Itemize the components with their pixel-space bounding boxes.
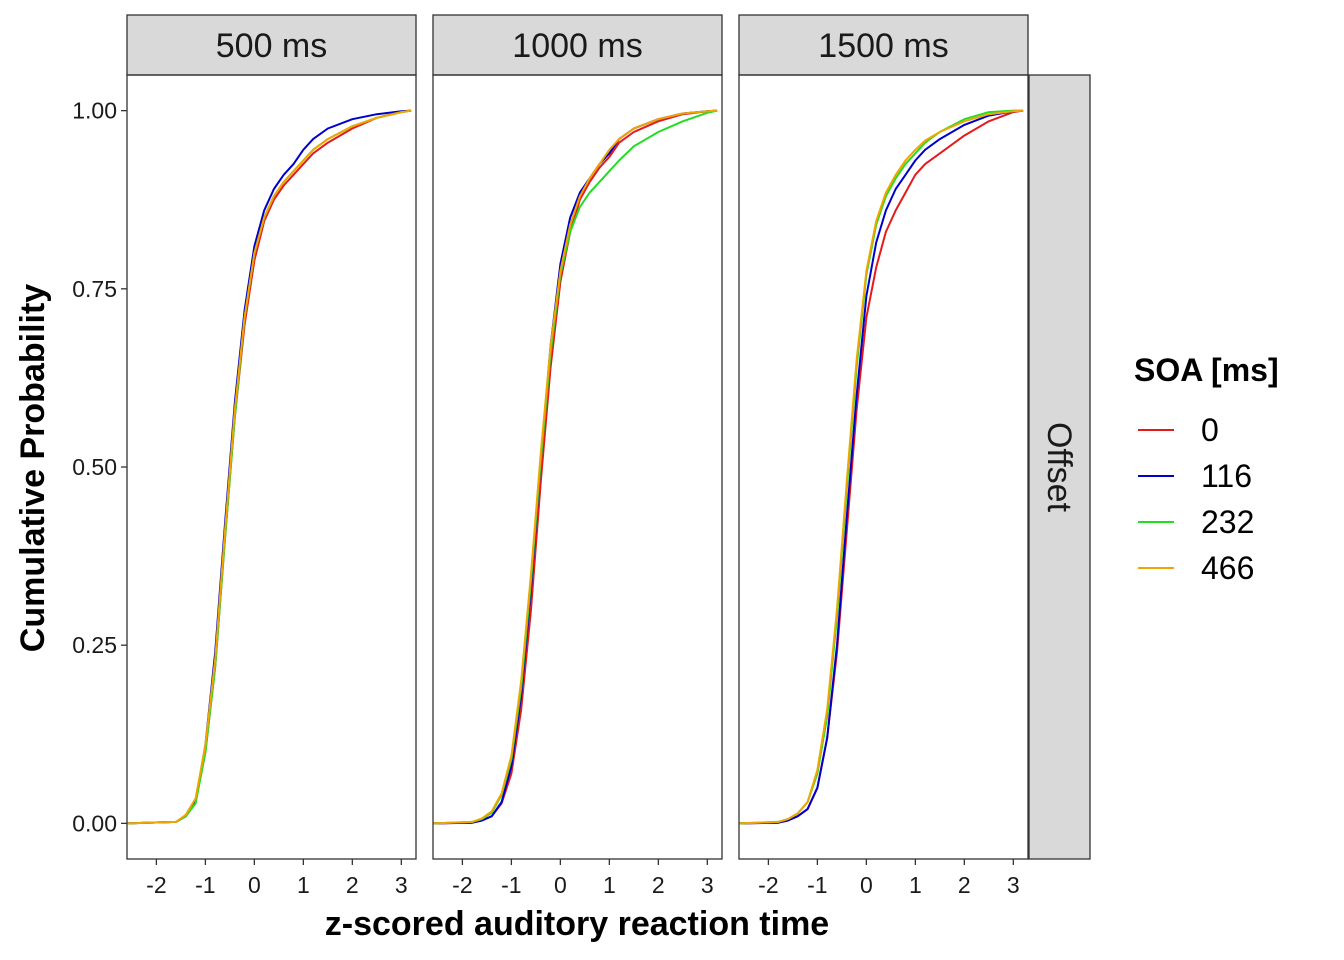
x-tick-label: 2 [652,872,665,898]
x-tick-label: 0 [860,872,873,898]
x-tick-label: 2 [346,872,359,898]
legend-entry-232: 232 [1138,504,1254,540]
y-tick-label: 0.25 [72,632,117,658]
panel-frame [432,74,723,860]
legend-entry-0: 0 [1138,412,1219,448]
x-tick-label: 3 [701,872,714,898]
x-tick-label: -2 [146,872,166,898]
x-tick-label: 3 [395,872,408,898]
legend-entry-466: 466 [1138,550,1254,586]
y-tick-label: 0.75 [72,276,117,302]
series-line-soa-116 [738,109,1024,825]
series-line-soa-466 [738,109,1024,825]
x-tick-label: 2 [958,872,971,898]
legend-entry-label: 466 [1201,550,1254,586]
legend-entry-label: 116 [1201,458,1252,494]
x-tick-label: 1 [909,872,922,898]
row-strip-box [1028,74,1091,860]
y-tick-label: 1.00 [72,98,117,124]
x-tick-label: -1 [807,872,827,898]
panel-strip-box [738,14,1029,76]
panel-strip-label: 1500 ms [818,27,948,65]
panel-strip-box [432,14,723,76]
panel-3: 1500 ms -2 -1 0 1 2 3 [738,14,1029,898]
legend-entry-116: 116 [1138,458,1252,494]
x-tick-label: 0 [554,872,567,898]
row-strip-label: Offset [1040,422,1078,513]
x-axis-title: z-scored auditory reaction time [325,905,829,943]
y-tick-label: 0.50 [72,454,117,480]
x-tick-label: -2 [452,872,472,898]
y-axis-title: Cumulative Probability [14,284,52,652]
row-strip-layer: Offset [1028,74,1091,860]
x-tick-label: 1 [603,872,616,898]
panel-2: 1000 ms -2 -1 0 1 2 3 [432,14,723,898]
series-line-soa-466 [432,109,718,825]
legend-entry-label: 232 [1201,504,1254,540]
legend-entry-label: 0 [1201,412,1219,448]
panel-1: 500 ms -2 -1 0 1 2 3 0.00 0.25 0.50 0.75 1.00 [72,14,417,898]
x-tick-label: -1 [195,872,215,898]
legend-title: SOA [ms] [1134,352,1279,388]
panel-strip-box [126,14,417,76]
y-tick-label: 0.00 [72,810,117,836]
panel-strip-label: 500 ms [216,27,328,65]
x-tick-label: 0 [248,872,261,898]
x-tick-label: -1 [501,872,521,898]
panel-strip-label: 1000 ms [512,27,642,65]
legend: SOA [ms] 0 116 232 466 [1134,352,1279,586]
x-tick-label: -2 [758,872,778,898]
x-tick-label: 3 [1007,872,1020,898]
series-line-soa-466 [126,109,412,825]
panel-frame [738,74,1029,860]
panels-layer: 500 ms -2 -1 0 1 2 3 0.00 0.25 0.50 0.75 1.00 1000 m… [72,14,1029,898]
x-tick-label: 1 [297,872,310,898]
